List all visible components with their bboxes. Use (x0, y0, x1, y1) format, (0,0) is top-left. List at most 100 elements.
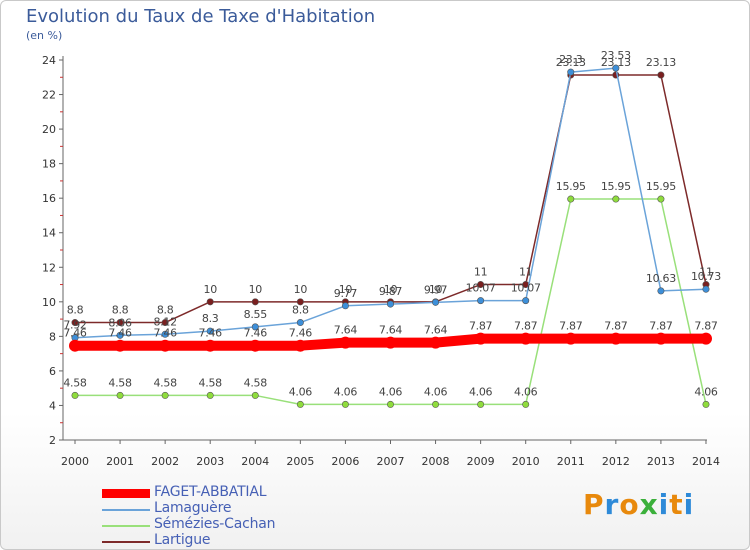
data-label: 8.3 (202, 312, 219, 325)
legend-label: Lamaguère (154, 500, 232, 516)
y-tick-label: 8 (49, 330, 56, 343)
chart-subtitle: (en %) (26, 29, 63, 42)
data-label: 10.07 (511, 282, 541, 295)
data-label: 4.06 (514, 385, 538, 398)
data-point (384, 336, 397, 349)
data-point (567, 68, 575, 76)
data-label: 10 (204, 283, 218, 296)
data-label: 4.06 (694, 385, 718, 398)
data-point (477, 400, 485, 408)
y-tick-label: 14 (42, 227, 56, 240)
data-point (522, 297, 530, 305)
data-point (477, 297, 485, 305)
legend-swatch (102, 509, 150, 511)
x-tick-label: 2008 (422, 455, 450, 468)
data-point (657, 287, 665, 295)
x-tick-label: 2005 (286, 455, 314, 468)
data-label: 10 (294, 283, 308, 296)
chart-title: Evolution du Taux de Taxe d'Habitation (26, 6, 376, 27)
data-point (161, 319, 169, 327)
data-point (116, 391, 124, 399)
data-point (116, 331, 124, 339)
data-point (159, 339, 172, 352)
x-tick-label: 2001 (106, 455, 134, 468)
data-label: 10.63 (646, 272, 676, 285)
data-label: 10 (429, 283, 443, 296)
data-point (114, 339, 127, 352)
data-point (341, 302, 349, 310)
data-point (386, 400, 394, 408)
data-label: 7.46 (199, 327, 223, 340)
data-point (204, 339, 217, 352)
x-tick-label: 2011 (557, 455, 585, 468)
data-point (702, 285, 710, 293)
data-point (296, 319, 304, 327)
data-label: 7.92 (63, 319, 86, 332)
data-label: 4.06 (334, 385, 358, 398)
data-label: 7.46 (244, 327, 268, 340)
data-point (296, 298, 304, 306)
data-label: 7.87 (649, 320, 673, 333)
data-label: 7.46 (153, 327, 177, 340)
data-label: 10.07 (466, 282, 496, 295)
legend-swatch (102, 541, 150, 543)
logo-letter: i (658, 488, 670, 521)
data-label: 23.13 (601, 56, 631, 69)
legend-label: Lartigue (154, 532, 211, 548)
data-label: 7.87 (514, 320, 538, 333)
data-point (386, 300, 394, 308)
data-point (657, 71, 665, 79)
data-label: 15.95 (646, 180, 676, 193)
data-label: 10.73 (691, 270, 721, 283)
data-point (612, 64, 620, 72)
data-point (657, 195, 665, 203)
data-point (71, 319, 79, 327)
data-label: 7.46 (63, 327, 87, 340)
x-tick-label: 2000 (61, 455, 89, 468)
data-point (296, 400, 304, 408)
data-label: 8.8 (292, 304, 309, 317)
data-label: 7.46 (289, 327, 313, 340)
data-label: 7.87 (469, 320, 493, 333)
data-point (429, 336, 442, 349)
x-tick-label: 2004 (241, 455, 269, 468)
data-label: 10 (339, 283, 353, 296)
data-label: 11 (474, 266, 487, 279)
data-label: 4.58 (199, 376, 223, 389)
data-label: 11 (519, 266, 532, 279)
data-label: 4.06 (469, 385, 493, 398)
data-point (567, 195, 575, 203)
data-label: 8.8 (67, 304, 84, 317)
data-point (339, 336, 352, 349)
data-point (609, 332, 622, 345)
data-point (564, 332, 577, 345)
data-point (654, 332, 667, 345)
data-label: 15.95 (556, 180, 586, 193)
data-point (477, 281, 485, 289)
y-tick-label: 22 (42, 89, 56, 102)
data-label: 7.87 (694, 320, 718, 333)
logo-letter: P (583, 488, 605, 521)
data-label: 23.13 (556, 56, 586, 69)
data-label: 7.46 (108, 327, 132, 340)
y-tick-label: 2 (49, 434, 56, 447)
data-point (161, 391, 169, 399)
x-tick-label: 2003 (196, 455, 224, 468)
legend-swatch (102, 525, 150, 527)
y-tick-label: 20 (42, 123, 56, 136)
y-tick-label: 10 (42, 296, 56, 309)
data-point (206, 327, 214, 335)
x-tick-label: 2010 (512, 455, 540, 468)
y-tick-label: 24 (42, 54, 56, 67)
y-tick-label: 12 (42, 261, 56, 274)
x-tick-label: 2014 (692, 455, 720, 468)
data-label: 9.97 (424, 283, 448, 296)
x-tick-label: 2012 (602, 455, 630, 468)
data-label: 4.58 (153, 376, 177, 389)
data-label: 8.8 (112, 304, 129, 317)
x-tick-label: 2009 (467, 455, 495, 468)
data-label: 9.77 (334, 287, 358, 300)
y-tick-label: 16 (42, 192, 56, 205)
logo-letter: t (669, 488, 684, 521)
